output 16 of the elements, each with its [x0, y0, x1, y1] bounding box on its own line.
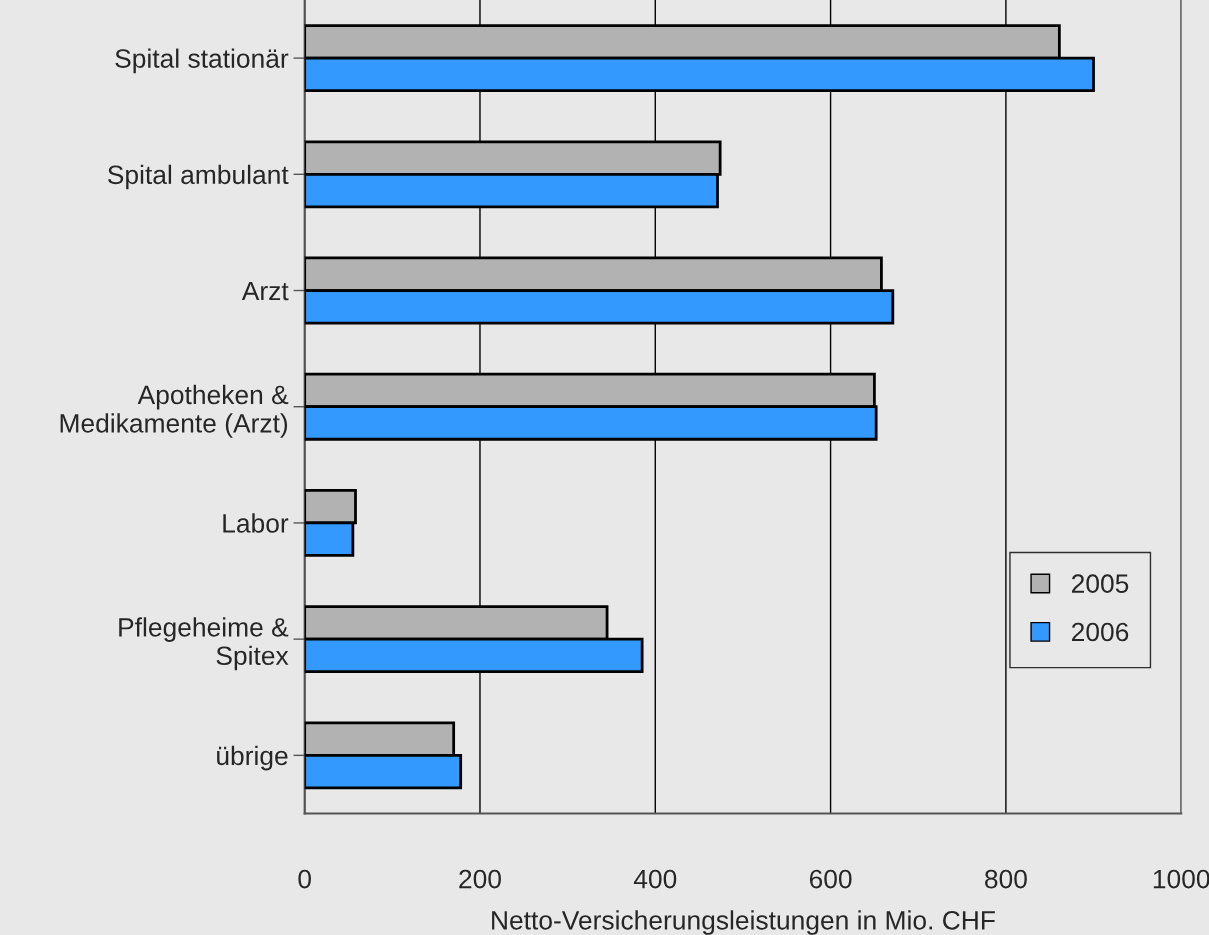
- legend-label: 2005: [1071, 574, 1129, 593]
- y-tick-label: Pflegeheime & Spitex: [119, 617, 289, 671]
- y-tick-label: Spital stationär: [115, 48, 289, 74]
- x-tick-label: 400: [633, 869, 677, 889]
- x-tick-label: 200: [459, 869, 501, 889]
- x-tick-label: 1000: [1153, 869, 1209, 889]
- y-tick-label: Spital ambulant: [108, 164, 289, 190]
- y-tick-label: Apotheken & Medikamente (Arzt): [60, 384, 289, 438]
- x-tick-label: 800: [985, 869, 1027, 889]
- y-tick-label: Labor: [223, 513, 289, 533]
- legend-label: 2006: [1071, 622, 1129, 642]
- x-tick-label: 600: [809, 869, 852, 889]
- y-tick-label: übrige: [217, 745, 288, 771]
- x-axis-title: Netto-Versicherungsleistungen in Mio. CHF: [492, 910, 995, 935]
- x-tick-label: 0: [298, 869, 311, 889]
- y-tick-label: Arzt: [241, 281, 289, 301]
